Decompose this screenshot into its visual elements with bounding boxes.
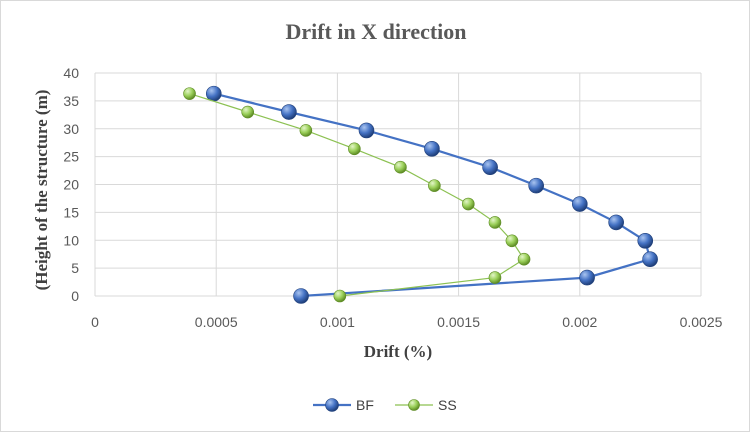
- legend-label: BF: [356, 397, 374, 413]
- x-tick-label: 0.002: [562, 314, 597, 330]
- x-tick-label: 0: [91, 314, 99, 330]
- series-ss: [183, 87, 531, 303]
- x-axis-title: Drift (%): [364, 342, 432, 361]
- data-point-bf: [482, 159, 498, 176]
- data-point-ss: [348, 142, 361, 156]
- y-axis-title: (Height of the structure (m): [32, 90, 51, 291]
- x-tick-label: 0.0025: [680, 314, 723, 330]
- data-point-bf: [205, 85, 222, 102]
- legend-item-bf: BF: [313, 397, 374, 413]
- y-tick-label: 0: [71, 288, 79, 304]
- data-point-ss: [461, 197, 475, 211]
- legend-item-ss: SS: [395, 397, 457, 413]
- y-tick-label: 20: [63, 177, 79, 193]
- data-point-bf: [642, 251, 658, 268]
- data-point-ss: [394, 160, 407, 174]
- data-point-ss: [517, 252, 531, 266]
- data-point-ss: [299, 124, 313, 137]
- series-bf: [205, 85, 658, 304]
- legend-marker: [325, 398, 339, 412]
- data-point-bf: [528, 177, 544, 194]
- data-point-bf: [424, 141, 440, 157]
- y-tick-label: 15: [63, 204, 79, 220]
- data-point-ss: [488, 271, 502, 284]
- data-point-ss: [428, 179, 441, 192]
- series-layer: [183, 85, 658, 304]
- x-tick-labels: 0 0.0005 0.001 0.0015 0.002 0.0025: [91, 314, 723, 330]
- legend-marker: [408, 399, 420, 411]
- legend: BF SS: [313, 397, 457, 413]
- data-point-bf: [637, 233, 654, 249]
- y-tick-label: 10: [63, 232, 79, 248]
- chart-title: Drift in X direction: [285, 19, 466, 44]
- data-point-ss: [241, 105, 255, 119]
- series-line-bf: [213, 92, 652, 298]
- legend-label: SS: [438, 397, 457, 413]
- data-point-ss: [488, 216, 502, 229]
- series-line-ss: [189, 93, 525, 297]
- data-point-bf: [579, 269, 595, 286]
- data-point-ss: [505, 234, 519, 248]
- y-tick-label: 35: [63, 93, 79, 109]
- y-tick-label: 30: [63, 121, 79, 137]
- y-tick-label: 40: [63, 65, 79, 81]
- data-point-bf: [358, 122, 375, 139]
- data-point-bf: [571, 196, 588, 212]
- y-tick-label: 5: [71, 260, 79, 276]
- x-tick-label: 0.001: [320, 314, 355, 330]
- data-point-bf: [281, 104, 297, 120]
- data-point-bf: [608, 214, 624, 231]
- data-point-ss: [183, 87, 196, 100]
- y-tick-labels: 0 5 10 15 20 25 30 35 40: [63, 65, 79, 304]
- y-tick-label: 25: [63, 149, 79, 165]
- data-point-ss: [333, 289, 347, 303]
- data-point-bf: [293, 288, 309, 304]
- x-tick-label: 0.0015: [437, 314, 480, 330]
- gridlines: [94, 72, 702, 297]
- x-tick-label: 0.0005: [195, 314, 238, 330]
